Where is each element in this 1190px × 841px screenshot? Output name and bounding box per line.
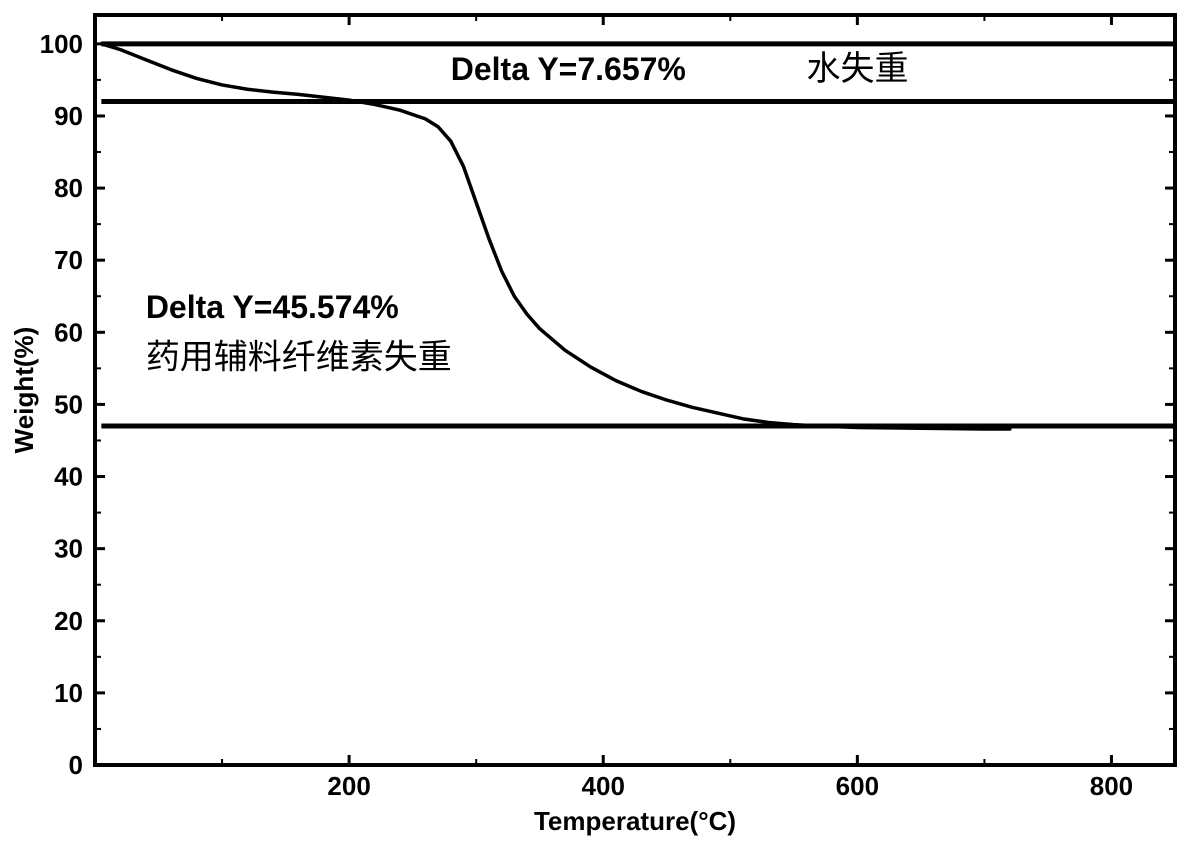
annotation-a3: Delta Y=45.574% <box>146 289 399 325</box>
x-tick-label: 200 <box>327 771 370 801</box>
tga-chart: 200 400 600 800 0 10 20 30 40 50 60 70 80 90 100 Temper… <box>0 0 1190 841</box>
y-tick-label: 80 <box>54 173 83 203</box>
x-axis-title: Temperature(°C) <box>534 806 736 836</box>
y-axis-title: Weight(%) <box>9 327 39 454</box>
annotation-a1: Delta Y=7.657% <box>451 51 686 87</box>
annotation-a4: 药用辅料纤维素失重 <box>146 338 452 376</box>
annotation-a2: 水失重 <box>807 50 909 88</box>
y-tick-label: 90 <box>54 101 83 131</box>
x-tick-label: 800 <box>1090 771 1133 801</box>
chart-svg: 200 400 600 800 0 10 20 30 40 50 60 70 80 90 100 Temper… <box>0 0 1190 841</box>
y-tick-label: 20 <box>54 606 83 636</box>
y-tick-label: 100 <box>40 29 83 59</box>
y-tick-label: 50 <box>54 389 83 419</box>
y-tick-label: 10 <box>54 678 83 708</box>
x-tick-label: 600 <box>836 771 879 801</box>
y-tick-label: 70 <box>54 245 83 275</box>
y-tick-label: 40 <box>54 462 83 492</box>
y-tick-label: 60 <box>54 317 83 347</box>
y-tick-label: 0 <box>69 750 83 780</box>
x-tick-label: 400 <box>582 771 625 801</box>
y-tick-label: 30 <box>54 534 83 564</box>
